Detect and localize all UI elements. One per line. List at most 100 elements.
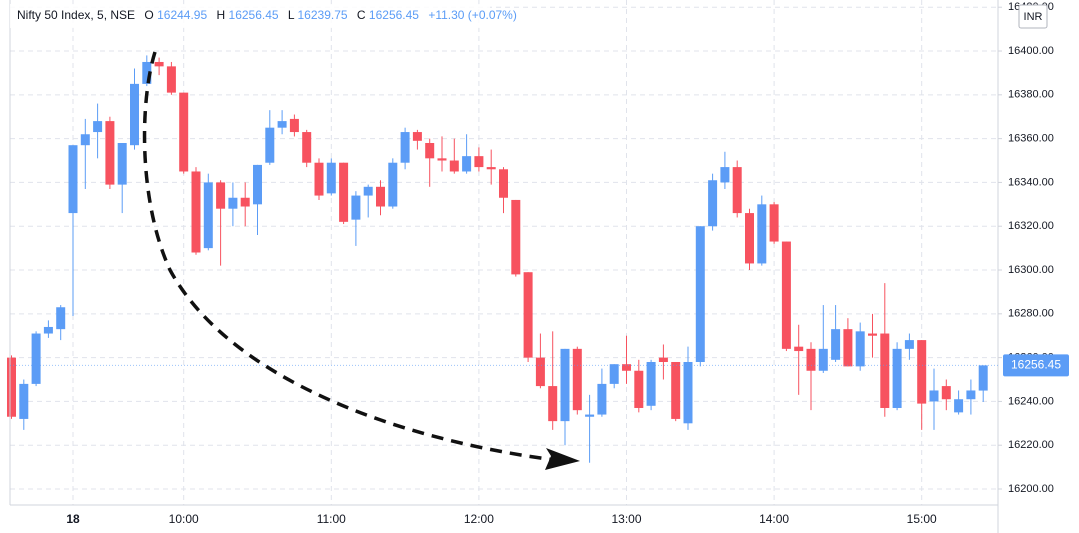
candle-body	[917, 340, 927, 404]
candle-body	[794, 346, 804, 352]
header: Nifty 50 Index, 5, NSE O 16244.95 H 1625…	[17, 8, 517, 22]
candle-body	[363, 186, 373, 196]
candle-body	[671, 361, 681, 419]
candle-body	[105, 121, 115, 185]
candle-body	[511, 199, 521, 275]
x-tick-label: 14:00	[759, 512, 789, 526]
candle-body	[708, 180, 718, 227]
candle-body	[265, 127, 275, 163]
y-tick-label: 16400.00	[1008, 45, 1054, 57]
candle-body	[499, 169, 508, 198]
candle-body	[80, 134, 90, 146]
y-tick-label: 16200.00	[1008, 483, 1054, 495]
candle-body	[634, 370, 644, 408]
ohlc-value: 16239.75	[298, 8, 348, 22]
y-tick-label: 16220.00	[1008, 439, 1054, 451]
candle-body	[31, 333, 41, 384]
candle-body	[277, 121, 287, 128]
candle-body	[585, 414, 595, 417]
currency[interactable]: INR	[1024, 11, 1043, 23]
candle-body	[302, 132, 312, 163]
candle-body	[695, 226, 705, 362]
candle-body	[425, 143, 435, 159]
candle-body	[203, 182, 213, 249]
candle-body	[314, 162, 324, 196]
candle-body	[941, 386, 951, 400]
x-tick-label: 10:00	[169, 512, 199, 526]
candle-body	[142, 61, 152, 84]
candle-body	[228, 197, 238, 209]
candle-body	[646, 361, 656, 406]
candle-body	[548, 386, 558, 422]
candle-body	[93, 121, 103, 133]
candle-body	[966, 390, 976, 400]
candle-body	[597, 383, 607, 415]
axes: 16200.0016220.0016240.0016260.0016280.00…	[10, 1, 1069, 526]
candle-body	[166, 66, 176, 93]
candle-body	[351, 195, 361, 220]
candle-body	[757, 204, 767, 264]
y-tick-label: 16380.00	[1008, 89, 1054, 101]
candle-body	[191, 171, 201, 253]
candle-body	[289, 118, 299, 133]
candle-body	[560, 348, 570, 422]
candle-body	[622, 364, 631, 371]
symbol-title: Nifty 50 Index, 5, NSE	[17, 8, 135, 22]
ohlc-label: C	[357, 8, 366, 22]
ohlc-value: 16256.45	[229, 8, 279, 22]
x-tick-label: 13:00	[611, 512, 641, 526]
candle-body	[732, 167, 742, 214]
x-tick-label: 18	[66, 512, 80, 526]
candle-body	[437, 158, 447, 161]
annotation-arrow	[142, 51, 556, 462]
candle-body	[7, 357, 16, 417]
candle-body	[535, 357, 545, 387]
ohlc-value: 16256.45	[369, 8, 419, 22]
ohlc-label: H	[217, 8, 226, 22]
candle-body	[954, 399, 964, 413]
x-tick-label: 12:00	[464, 512, 494, 526]
candle-body	[720, 167, 730, 183]
candle-body	[843, 329, 853, 367]
candle-body	[818, 348, 828, 371]
candle-body	[43, 326, 53, 334]
arrow-head	[545, 448, 580, 470]
x-tick-label: 15:00	[907, 512, 937, 526]
candle-body	[572, 348, 582, 411]
candle-body	[892, 348, 902, 408]
candle-body	[609, 364, 619, 384]
candle-body	[400, 132, 410, 163]
candle-body	[117, 143, 127, 185]
candle-body	[658, 357, 668, 362]
candle-body	[240, 197, 250, 207]
candle-body	[831, 329, 841, 360]
grid	[10, 0, 998, 505]
candle-body	[339, 162, 349, 222]
candle-body	[326, 162, 336, 194]
candle-body	[130, 83, 139, 146]
ohlc-value: 16244.95	[157, 8, 207, 22]
candle-body	[56, 307, 66, 330]
ohlc-label: O	[144, 8, 153, 22]
ohlc-label: L	[288, 8, 295, 22]
candle-body	[376, 186, 385, 207]
currency-box[interactable]	[1018, 4, 1048, 29]
candles	[7, 55, 988, 463]
y-tick-label: 16360.00	[1008, 133, 1054, 145]
x-tick-label: 11:00	[317, 512, 346, 526]
candle-body	[929, 390, 939, 402]
y-tick-label: 16280.00	[1008, 308, 1054, 320]
header-bg	[10, 4, 490, 28]
candle-body	[486, 167, 496, 170]
change: +11.30 (+0.07%)	[428, 8, 517, 22]
y-tick-label: 16240.00	[1008, 395, 1054, 407]
candle-body	[19, 383, 29, 419]
candle-body	[978, 365, 988, 391]
candle-body	[523, 272, 533, 358]
candle-body	[880, 333, 890, 408]
candle-body	[412, 132, 422, 141]
candle-body	[388, 162, 398, 207]
candle-body	[179, 92, 189, 172]
y-tick-label: 16340.00	[1008, 176, 1054, 188]
